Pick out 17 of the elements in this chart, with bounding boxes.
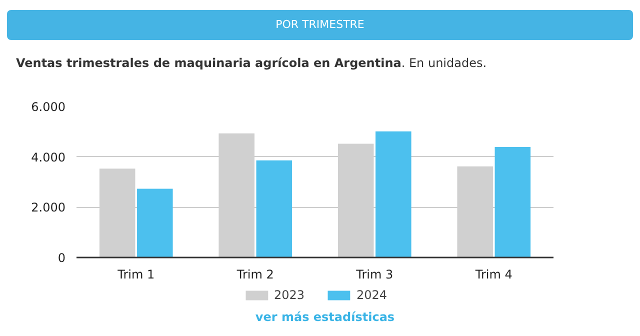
- x-tick-label: Trim 1: [116, 268, 155, 282]
- y-tick-label: 0: [58, 251, 66, 265]
- y-tick-label: 4.000: [31, 150, 66, 164]
- x-tick-label: Trim 2: [236, 268, 274, 282]
- bar: [494, 147, 531, 258]
- bar: [256, 160, 292, 258]
- bar: [376, 131, 412, 258]
- x-tick-label: Trim 3: [355, 268, 394, 282]
- chart-title: POR TRIMESTRE: [276, 17, 364, 33]
- y-tick-label: 2.000: [31, 200, 66, 215]
- legend-label: 2024: [356, 288, 388, 302]
- text: ver más estadísticas: [255, 309, 395, 326]
- x-tick-label: Trim 4: [474, 268, 512, 282]
- legend-label: 2023: [274, 288, 304, 302]
- chart-subtitle: Ventas trimestrales de maquinaria agrícola en Argentina: [16, 56, 402, 70]
- bar: [137, 188, 173, 258]
- y-tick-label: 6.000: [31, 100, 66, 114]
